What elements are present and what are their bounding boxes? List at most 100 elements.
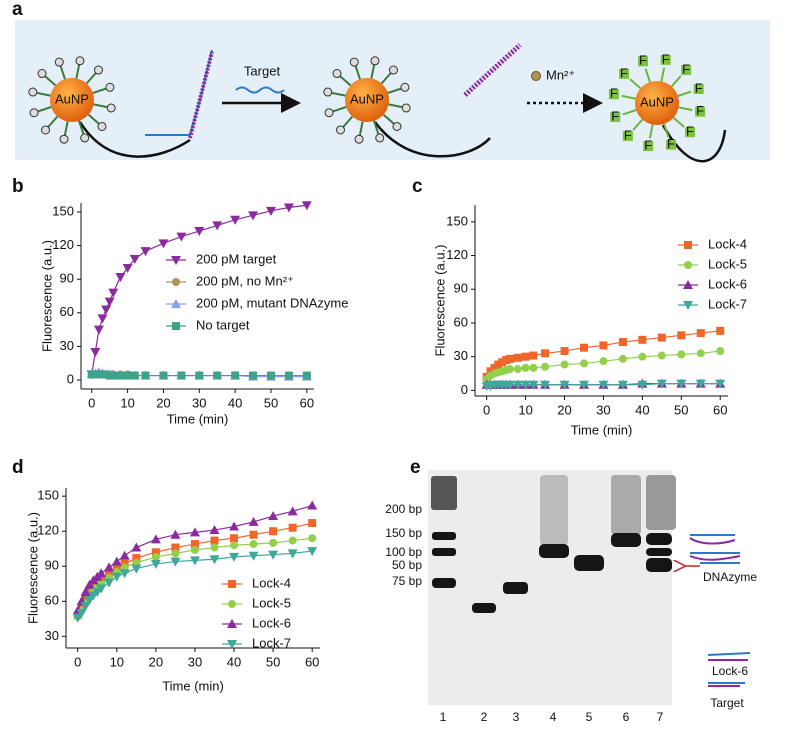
quencher [28, 87, 38, 97]
quencher [54, 57, 64, 67]
marker [103, 562, 114, 572]
strand [463, 43, 522, 97]
y-tick-label: 150 [52, 203, 74, 218]
panel-label: e [410, 457, 421, 478]
x-tick-label: 40 [635, 402, 649, 417]
quencher [106, 103, 116, 113]
x-tick-label: 20 [156, 395, 170, 410]
y-axis-title: Fluorescence (a.u.) [25, 512, 40, 624]
marker [96, 568, 107, 578]
spoke [37, 106, 52, 113]
marker [209, 525, 220, 535]
marker [84, 596, 95, 606]
fluorophore-label: F [611, 108, 619, 123]
marker [209, 555, 220, 565]
spoke [663, 123, 670, 138]
x-tick-label: 0 [483, 402, 490, 417]
marker [302, 371, 311, 380]
gel-band [432, 532, 456, 540]
legend-label: Lock-6 [252, 615, 291, 630]
fluorophore [608, 89, 619, 100]
spoke [621, 94, 636, 100]
marker [513, 365, 522, 374]
marker [194, 227, 205, 237]
quencher [105, 82, 115, 92]
quencher [388, 65, 398, 75]
spoke [358, 121, 364, 136]
marker [268, 511, 279, 521]
fluorophore-label: F [624, 127, 632, 142]
marker [159, 371, 168, 380]
marker [103, 578, 114, 588]
tether [78, 121, 191, 158]
spoke [677, 90, 692, 97]
lane-label: 7 [657, 710, 664, 724]
x-tick-label: 30 [596, 402, 610, 417]
size-marker: 150 bp [385, 526, 422, 540]
marker [560, 360, 569, 369]
fluorophore [610, 111, 621, 122]
fluorophore-label: F [667, 136, 675, 151]
marker [618, 354, 627, 363]
spoke [342, 115, 354, 128]
lane-label: 6 [623, 710, 630, 724]
legend-marker [228, 600, 236, 608]
gel-smear [540, 475, 568, 545]
marker [268, 550, 279, 560]
quencher [29, 108, 39, 118]
marker [115, 272, 126, 282]
marker [130, 371, 139, 380]
fluorophore [643, 141, 654, 152]
marker [213, 371, 222, 380]
marker [90, 348, 101, 358]
fluorophore-label: F [662, 51, 670, 66]
marker [506, 365, 515, 374]
marker [171, 549, 180, 558]
marker [695, 379, 706, 389]
y-tick-label: 60 [45, 593, 59, 608]
quencher [37, 69, 47, 79]
marker [529, 351, 538, 360]
y-tick-label: 150 [37, 488, 59, 503]
marker [151, 548, 160, 557]
spoke [44, 75, 57, 87]
marker [104, 297, 115, 307]
size-marker: 75 bp [392, 574, 422, 588]
gel-annotation: DNAzyme [703, 570, 757, 584]
x-tick-label: 60 [305, 654, 319, 669]
legend-label: Lock-7 [252, 635, 291, 650]
x-tick-label: 10 [518, 402, 532, 417]
fluorophore-label: F [682, 61, 690, 76]
y-tick-label: 30 [60, 338, 74, 353]
marker [287, 506, 298, 516]
marker [696, 349, 705, 358]
marker [676, 379, 687, 389]
marker [132, 554, 141, 563]
gel-band [574, 555, 604, 571]
marker [529, 363, 538, 372]
marker [617, 380, 628, 390]
nanoparticle [345, 78, 389, 122]
marker [301, 201, 312, 211]
nanoparticle-label: AuNP [640, 94, 674, 109]
x-tick-label: 50 [674, 402, 688, 417]
target-label: Target [244, 63, 281, 78]
legend-label: Lock-7 [708, 296, 747, 311]
legend-label: Lock-5 [708, 256, 747, 271]
gel-annotation: Target [710, 696, 744, 710]
gel-smear [646, 475, 676, 530]
spoke [373, 120, 380, 135]
marker [141, 371, 150, 380]
x-axis-title: Time (min) [162, 678, 224, 693]
nanoparticle [635, 81, 679, 125]
marker [715, 379, 726, 389]
legend-marker [171, 256, 181, 265]
gel-annotation: Lock-6 [712, 664, 748, 678]
fluorophore [684, 127, 695, 138]
spoke [660, 67, 666, 82]
gel-band [472, 603, 496, 613]
gel-smear [611, 475, 641, 535]
marker [307, 500, 318, 510]
marker [677, 331, 686, 340]
marker [638, 335, 647, 344]
